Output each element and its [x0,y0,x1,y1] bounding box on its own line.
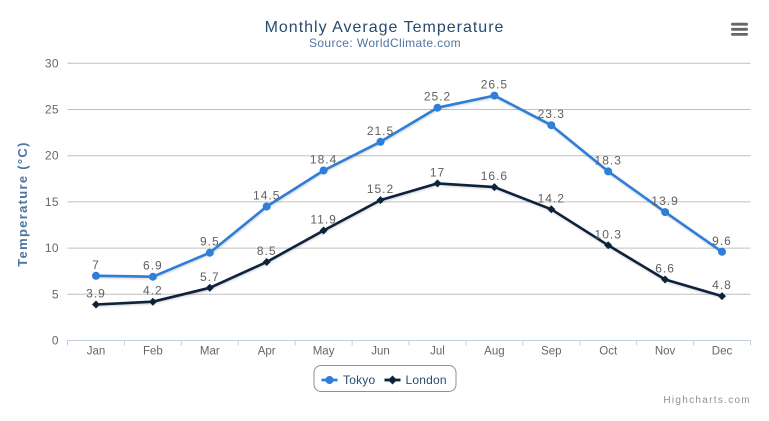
svg-text:25: 25 [45,103,59,117]
svg-text:15.2: 15.2 [367,182,394,196]
svg-text:18.3: 18.3 [595,153,622,167]
svg-text:Source: WorldClimate.com: Source: WorldClimate.com [309,36,461,50]
svg-text:26.5: 26.5 [481,78,508,92]
svg-text:15: 15 [45,195,59,209]
svg-text:8.5: 8.5 [257,244,277,258]
svg-text:11.9: 11.9 [310,213,336,227]
svg-text:23.3: 23.3 [538,107,565,121]
svg-text:30: 30 [45,56,59,70]
svg-text:Apr: Apr [258,346,276,358]
svg-text:20: 20 [45,149,59,163]
svg-text:7: 7 [92,258,100,272]
svg-text:6.6: 6.6 [655,262,675,276]
svg-text:4.8: 4.8 [712,278,732,292]
svg-text:Jan: Jan [87,346,106,358]
svg-text:May: May [313,346,335,358]
svg-text:Temperature (°C): Temperature (°C) [15,141,30,266]
svg-text:17: 17 [430,165,445,179]
svg-text:14.2: 14.2 [538,191,565,205]
svg-text:Oct: Oct [599,346,618,358]
svg-text:6.9: 6.9 [143,259,163,273]
svg-text:London: London [406,373,447,387]
svg-text:9.6: 9.6 [712,234,732,248]
svg-text:Sep: Sep [541,346,561,358]
svg-text:Jun: Jun [371,346,390,358]
svg-text:Tokyo: Tokyo [343,373,375,387]
svg-text:18.4: 18.4 [310,153,337,167]
svg-text:5.7: 5.7 [200,270,220,284]
svg-text:Monthly Average Temperature: Monthly Average Temperature [265,19,505,36]
svg-text:Nov: Nov [655,346,676,358]
svg-text:Feb: Feb [143,346,163,358]
svg-text:25.2: 25.2 [424,90,451,104]
svg-text:0: 0 [52,334,59,348]
svg-text:Jul: Jul [430,346,445,358]
svg-text:3.9: 3.9 [86,287,106,301]
svg-text:Aug: Aug [484,346,504,358]
svg-text:16.6: 16.6 [481,169,508,183]
svg-text:14.5: 14.5 [253,189,280,203]
svg-text:5: 5 [52,287,59,301]
svg-text:10.3: 10.3 [595,227,622,241]
svg-text:Highcharts.com: Highcharts.com [663,395,751,406]
svg-text:Dec: Dec [712,346,733,358]
svg-text:9.5: 9.5 [200,235,220,249]
svg-text:Mar: Mar [200,346,220,358]
svg-text:10: 10 [45,241,59,255]
svg-text:4.2: 4.2 [143,284,163,298]
svg-text:13.9: 13.9 [651,194,678,208]
svg-text:21.5: 21.5 [367,124,394,138]
